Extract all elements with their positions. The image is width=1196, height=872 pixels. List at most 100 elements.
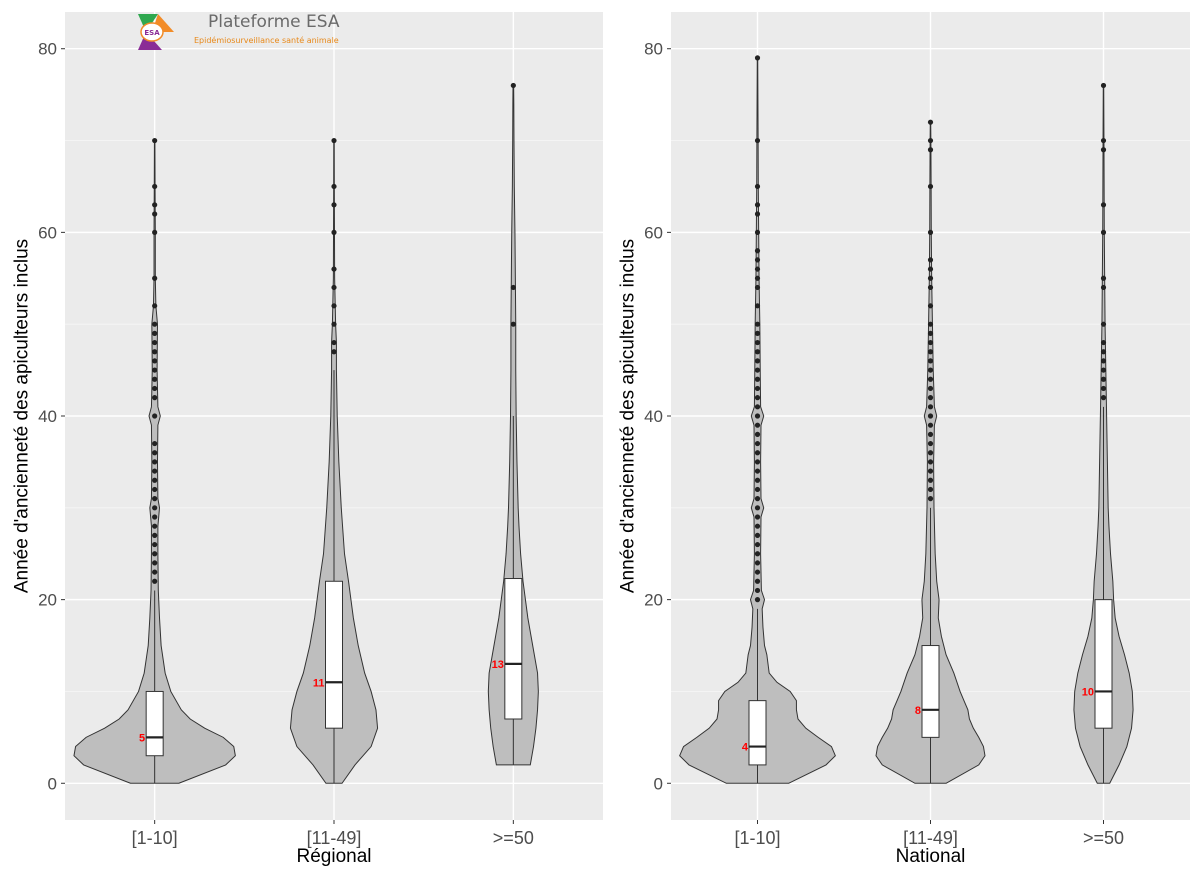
outlier-point bbox=[331, 321, 337, 327]
outlier-point bbox=[152, 275, 158, 281]
outlier-point bbox=[152, 137, 158, 144]
outlier-point bbox=[927, 147, 934, 153]
outlier-point bbox=[754, 321, 761, 327]
x-tick-label: [11-49] bbox=[307, 828, 362, 848]
outlier-point bbox=[754, 137, 761, 144]
outlier-point bbox=[754, 514, 761, 520]
outlier-point bbox=[1100, 147, 1107, 153]
outlier-point bbox=[754, 505, 761, 511]
outlier-point bbox=[1100, 229, 1107, 235]
outlier-point bbox=[927, 404, 934, 410]
outlier-point bbox=[754, 275, 761, 281]
outlier-point bbox=[927, 137, 934, 144]
outlier-point bbox=[331, 183, 337, 190]
outlier-point bbox=[754, 459, 761, 465]
outlier-point bbox=[331, 303, 337, 309]
outlier-point bbox=[1100, 385, 1107, 392]
y-tick-label: 60 bbox=[38, 223, 57, 242]
y-axis-title: Année d'ancienneté des apiculteurs inclu… bbox=[12, 239, 33, 593]
outlier-point bbox=[152, 477, 158, 483]
outlier-point bbox=[754, 376, 761, 382]
outlier-point bbox=[152, 413, 158, 419]
outlier-point bbox=[331, 266, 337, 272]
outlier-point bbox=[152, 578, 158, 584]
outlier-point bbox=[152, 349, 158, 355]
outlier-point bbox=[152, 202, 158, 208]
outlier-point bbox=[927, 496, 934, 502]
outlier-point bbox=[927, 367, 934, 373]
outlier-point bbox=[754, 468, 761, 474]
outlier-point bbox=[331, 339, 337, 346]
median-label: 13 bbox=[492, 659, 504, 671]
outlier-point bbox=[152, 514, 158, 520]
outlier-point bbox=[927, 257, 934, 263]
median-label: 4 bbox=[742, 742, 749, 754]
box-iqr bbox=[921, 645, 940, 738]
outlier-point bbox=[754, 349, 761, 355]
outlier-point bbox=[754, 450, 761, 456]
outlier-point bbox=[331, 284, 337, 291]
outlier-point bbox=[152, 367, 158, 373]
chart-panel-2: 0 20 40 60 80 [1-10] [11-49] >=50 4 8 10 Année d'an… bbox=[618, 12, 1190, 867]
outlier-point bbox=[927, 119, 934, 125]
outlier-point bbox=[152, 358, 158, 364]
outlier-point bbox=[754, 202, 761, 208]
outlier-point bbox=[331, 229, 337, 235]
y-tick-label: 20 bbox=[644, 591, 663, 610]
outlier-point bbox=[152, 560, 158, 566]
outlier-point bbox=[152, 541, 158, 548]
y-tick-label: 40 bbox=[38, 407, 57, 426]
outlier-point bbox=[754, 404, 761, 410]
outlier-point bbox=[754, 211, 761, 217]
outlier-point bbox=[927, 275, 934, 281]
outlier-point bbox=[927, 385, 934, 392]
y-tick-label: 40 bbox=[644, 407, 663, 426]
outlier-point bbox=[152, 569, 158, 575]
outlier-point bbox=[754, 477, 761, 483]
outlier-point bbox=[927, 477, 934, 483]
x-tick-label: [1-10] bbox=[734, 828, 780, 848]
outlier-point bbox=[927, 459, 934, 465]
outlier-point bbox=[152, 505, 158, 511]
outlier-point bbox=[927, 339, 934, 346]
outlier-point bbox=[152, 385, 158, 392]
median-label: 11 bbox=[313, 677, 325, 689]
outlier-point bbox=[510, 284, 516, 291]
box-iqr bbox=[504, 578, 523, 720]
y-tick-label: 60 bbox=[644, 223, 663, 242]
esa-logo: ESA Plateforme ESA Epidémiosurveillance … bbox=[132, 8, 392, 56]
outlier-point bbox=[331, 202, 337, 208]
outlier-point bbox=[510, 82, 516, 89]
outlier-point bbox=[754, 358, 761, 364]
y-axis-title: Année d'ancienneté des apiculteurs inclu… bbox=[618, 239, 639, 593]
box-iqr bbox=[748, 700, 767, 766]
outlier-point bbox=[152, 211, 158, 217]
outlier-point bbox=[754, 422, 761, 428]
x-tick-label: [11-49] bbox=[903, 828, 958, 848]
outlier-point bbox=[754, 578, 761, 584]
x-axis-title: National bbox=[896, 846, 966, 867]
outlier-point bbox=[331, 137, 337, 144]
outlier-point bbox=[152, 395, 158, 401]
outlier-point bbox=[754, 486, 761, 493]
outlier-point bbox=[1100, 349, 1107, 355]
outlier-point bbox=[754, 248, 761, 254]
outlier-point bbox=[152, 303, 158, 309]
outlier-point bbox=[754, 551, 761, 557]
outlier-point bbox=[1100, 339, 1107, 346]
outlier-point bbox=[152, 551, 158, 557]
outlier-point bbox=[152, 468, 158, 474]
outlier-point bbox=[754, 541, 761, 548]
outlier-point bbox=[152, 496, 158, 502]
chart-panel-1: 0 20 40 60 80 [1-10] [11-49] >=50 5 11 13 Année d'a… bbox=[12, 12, 603, 867]
outlier-point bbox=[927, 413, 934, 419]
logo-subtitle: Epidémiosurveillance santé animale bbox=[194, 36, 339, 45]
outlier-point bbox=[754, 284, 761, 291]
median-label: 10 bbox=[1082, 686, 1094, 698]
x-tick-label: >=50 bbox=[493, 828, 534, 848]
outlier-point bbox=[754, 597, 761, 603]
outlier-point bbox=[754, 532, 761, 538]
outlier-point bbox=[927, 422, 934, 428]
